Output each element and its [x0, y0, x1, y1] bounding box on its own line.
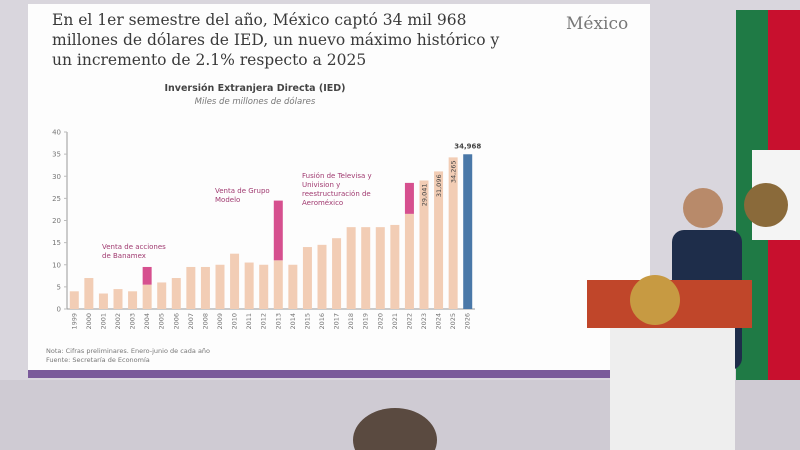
- person-head: [683, 188, 723, 228]
- slide: [28, 4, 650, 372]
- x-tick-label: 2021: [391, 313, 399, 330]
- annotation: Venta de acciones de Banamex: [102, 243, 166, 260]
- x-tick-label: 2026: [464, 313, 472, 330]
- bar: [332, 238, 342, 309]
- annotation: Fusión de Televisa y Univision y reestru…: [302, 172, 372, 207]
- value-label: 34,265: [450, 160, 458, 183]
- note: Nota: Cifras preliminares. Enero-junio d…: [46, 347, 211, 355]
- chart-subtitle: Miles de millones de dólares: [195, 96, 316, 107]
- bar: [404, 213, 414, 309]
- x-tick-label: 2019: [362, 313, 370, 330]
- slide-bar: [28, 370, 620, 378]
- x-tick-label: 2010: [231, 313, 239, 330]
- bar: [273, 200, 283, 261]
- y-tick-label: 0: [57, 306, 61, 314]
- bar: [142, 266, 152, 285]
- x-tick-label: 2024: [435, 313, 443, 330]
- x-tick-label: 2020: [376, 313, 384, 330]
- bar: [259, 264, 269, 309]
- x-tick-label: 2008: [201, 313, 209, 330]
- y-tick-label: 15: [52, 239, 61, 247]
- audience-head: [353, 408, 437, 450]
- bar: [288, 264, 298, 309]
- bar: [98, 293, 108, 309]
- x-tick-label: 2006: [172, 313, 180, 330]
- chart-title: Inversión Extranjera Directa (IED): [164, 83, 345, 94]
- x-tick-label: 2017: [333, 313, 341, 330]
- bar: [404, 182, 414, 214]
- x-tick-label: 2023: [420, 313, 428, 330]
- value-label: 29,041: [421, 183, 429, 206]
- bar: [215, 264, 225, 309]
- bar: [361, 227, 371, 309]
- bar: [244, 262, 254, 309]
- x-tick-label: 1999: [70, 313, 78, 330]
- bar: [128, 291, 138, 309]
- bar: [317, 244, 327, 309]
- x-tick-label: 2014: [289, 313, 297, 330]
- x-tick-label: 2002: [114, 313, 122, 330]
- bar: [273, 260, 283, 309]
- x-tick-label: 2003: [129, 313, 137, 330]
- y-tick-label: 30: [52, 173, 61, 181]
- bar: [186, 266, 196, 309]
- logo: México: [566, 14, 629, 34]
- bar: [302, 247, 312, 309]
- y-tick-label: 5: [57, 283, 61, 291]
- podium: [610, 328, 735, 450]
- bar: [419, 180, 429, 309]
- annotation: Venta de Grupo Modelo: [215, 187, 270, 204]
- x-tick-label: 2009: [216, 313, 224, 330]
- x-tick-label: 2015: [303, 313, 311, 330]
- value-label: 31,096: [435, 174, 443, 197]
- y-tick-label: 10: [52, 261, 61, 269]
- bar: [142, 284, 152, 309]
- x-tick-label: 2000: [85, 313, 93, 330]
- x-tick-label: 2016: [318, 313, 326, 330]
- bar: [375, 227, 385, 309]
- y-tick-label: 35: [52, 151, 61, 159]
- x-tick-label: 2018: [347, 313, 355, 330]
- value-label: 34,968: [454, 142, 481, 150]
- bar: [84, 278, 94, 309]
- x-tick-label: 2013: [274, 313, 282, 330]
- bar: [434, 171, 444, 309]
- y-tick-label: 40: [52, 129, 61, 137]
- x-tick-label: 2005: [158, 313, 166, 330]
- bar: [346, 227, 356, 309]
- x-tick-label: 2007: [187, 313, 195, 330]
- podium-seal: [630, 275, 680, 325]
- x-tick-label: 2001: [99, 313, 107, 330]
- bar: [463, 154, 473, 309]
- bar: [230, 253, 240, 309]
- bar: [390, 224, 400, 309]
- x-tick-label: 2022: [405, 313, 413, 330]
- bar: [157, 282, 167, 309]
- y-tick-label: 25: [52, 195, 61, 203]
- note: Fuente: Secretaría de Economía: [46, 356, 150, 364]
- y-tick-label: 20: [52, 217, 61, 225]
- x-tick-label: 2004: [143, 313, 151, 330]
- bar: [113, 289, 123, 309]
- bar: [171, 278, 181, 309]
- x-tick-label: 2025: [449, 313, 457, 330]
- x-tick-label: 2011: [245, 313, 253, 330]
- bar: [69, 291, 79, 309]
- headline: En el 1er semestre del año, México captó…: [52, 11, 500, 69]
- bar: [448, 157, 458, 309]
- bar: [200, 266, 210, 309]
- x-tick-label: 2012: [260, 313, 268, 330]
- flag-emblem: [744, 183, 788, 227]
